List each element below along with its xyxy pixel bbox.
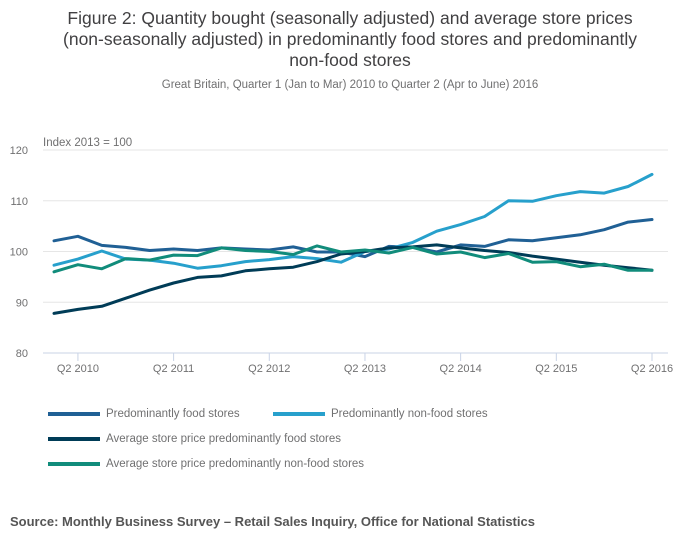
chart-subtitle: Great Britain, Quarter 1 (Jan to Mar) 20… (161, 79, 539, 91)
legend-swatch-price-non-food-stores (48, 462, 100, 466)
legend-swatch-price-food-stores (48, 437, 100, 441)
x-tick-label: Q2 2016 (631, 363, 673, 375)
y-axis: 80 90 100 110 120 (10, 145, 28, 360)
legend-label: Predominantly food stores (106, 408, 240, 420)
y-tick-label: 100 (10, 247, 28, 259)
legend-item[interactable]: Predominantly food stores (48, 408, 240, 420)
y-tick-label: 90 (16, 297, 28, 309)
legend-item[interactable]: Average store price predominantly non-fo… (48, 458, 364, 470)
series-line-predominantly-food-stores (52, 218, 654, 259)
y-tick-label: 80 (16, 348, 28, 360)
series-lines (52, 172, 654, 315)
chart-title-line: non-food stores (289, 50, 411, 70)
legend-swatch-non-food-stores (273, 412, 325, 416)
chart-title-line: Figure 2: Quantity bought (seasonally ad… (67, 8, 633, 28)
legend-item[interactable]: Predominantly non-food stores (273, 408, 488, 420)
chart-title: Figure 2: Quantity bought (seasonally ad… (0, 8, 700, 71)
x-tick-label: Q2 2012 (248, 363, 290, 375)
series-line-average-store-price-predominantly-food-stores (52, 243, 654, 315)
x-tick-label: Q2 2011 (153, 363, 194, 375)
x-tick-label: Q2 2013 (344, 363, 386, 375)
y-tick-label: 110 (10, 196, 28, 208)
y-tick-label: 120 (10, 145, 28, 157)
source-note: Source: Monthly Business Survey – Retail… (10, 514, 535, 529)
series-line-average-store-price-predominantly-non-food-stores (52, 244, 654, 274)
chart-title-line: (non-seasonally adjusted) in predominant… (63, 29, 637, 49)
legend-label: Predominantly non-food stores (331, 408, 488, 420)
legend-label: Average store price predominantly non-fo… (106, 458, 365, 470)
legend-item[interactable]: Average store price predominantly food s… (48, 433, 341, 445)
legend-label: Average store price predominantly food s… (106, 433, 342, 445)
x-tick-label: Q2 2010 (57, 363, 99, 375)
x-tick-label: Q2 2015 (535, 363, 577, 375)
y-axis-label: Index 2013 = 100 (43, 137, 132, 149)
legend-swatch-food-stores (48, 412, 100, 416)
x-axis: Q2 2010 Q2 2011 Q2 2012 Q2 2013 Q2 2014 Q2 20… (57, 353, 673, 375)
x-tick-label: Q2 2014 (440, 363, 482, 375)
